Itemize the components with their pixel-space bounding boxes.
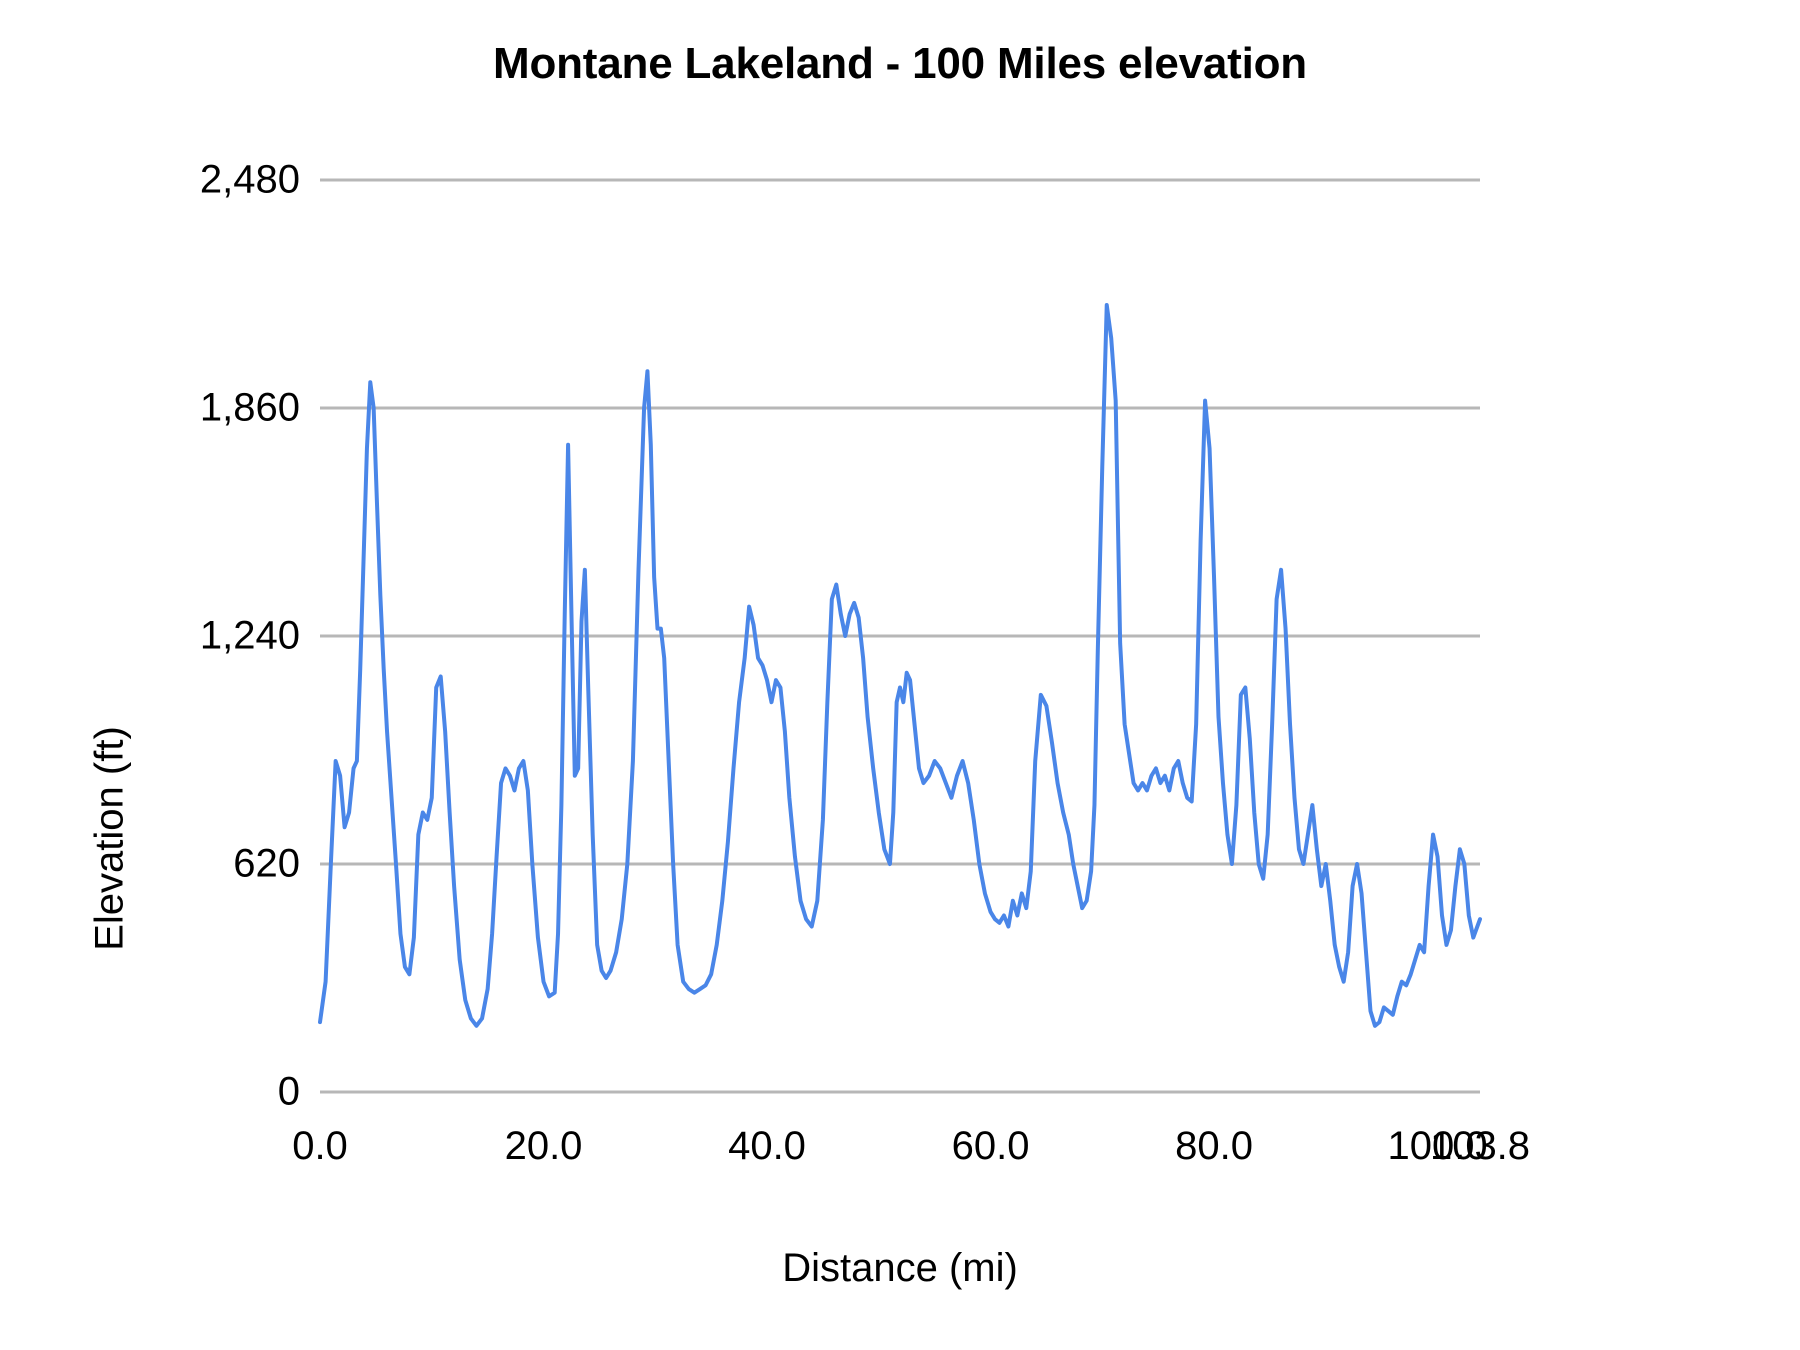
chart-title: Montane Lakeland - 100 Miles elevation <box>493 39 1307 88</box>
plot-area <box>320 180 1480 1092</box>
x-axis-title: Distance (mi) <box>782 1246 1018 1290</box>
y-axis-title: Elevation (ft) <box>87 726 132 951</box>
x-tick-label: 80.0 <box>1175 1124 1253 1168</box>
x-tick-label: 40.0 <box>728 1124 806 1168</box>
x-tick-label: 60.0 <box>951 1124 1030 1168</box>
y-tick-label: 1,860 <box>199 385 300 430</box>
x-tick-label: 100.0 <box>1387 1124 1488 1168</box>
gridlines <box>320 180 1480 1092</box>
y-axis-tick-labels: 0 620 1,240 1,860 2,480 <box>110 158 300 1114</box>
elevation-line <box>320 305 1480 1026</box>
x-tick-label: 20.0 <box>504 1124 583 1168</box>
y-tick-label: 2,480 <box>199 157 300 202</box>
x-axis-tick-labels: 0.0 20.0 40.0 60.0 80.0 100.0 103.8 <box>292 1124 1530 1180</box>
series-group <box>320 305 1480 1026</box>
plot-svg <box>320 180 1480 1092</box>
y-tick-label: 620 <box>233 841 300 886</box>
x-tick-label: 103.8 <box>1429 1124 1531 1168</box>
y-tick-label: 0 <box>277 1069 300 1114</box>
y-tick-label: 1,240 <box>199 613 300 658</box>
x-tick-label: 0.0 <box>292 1124 348 1168</box>
y-axis-title-wrap: Elevation (ft) <box>60 180 132 1092</box>
